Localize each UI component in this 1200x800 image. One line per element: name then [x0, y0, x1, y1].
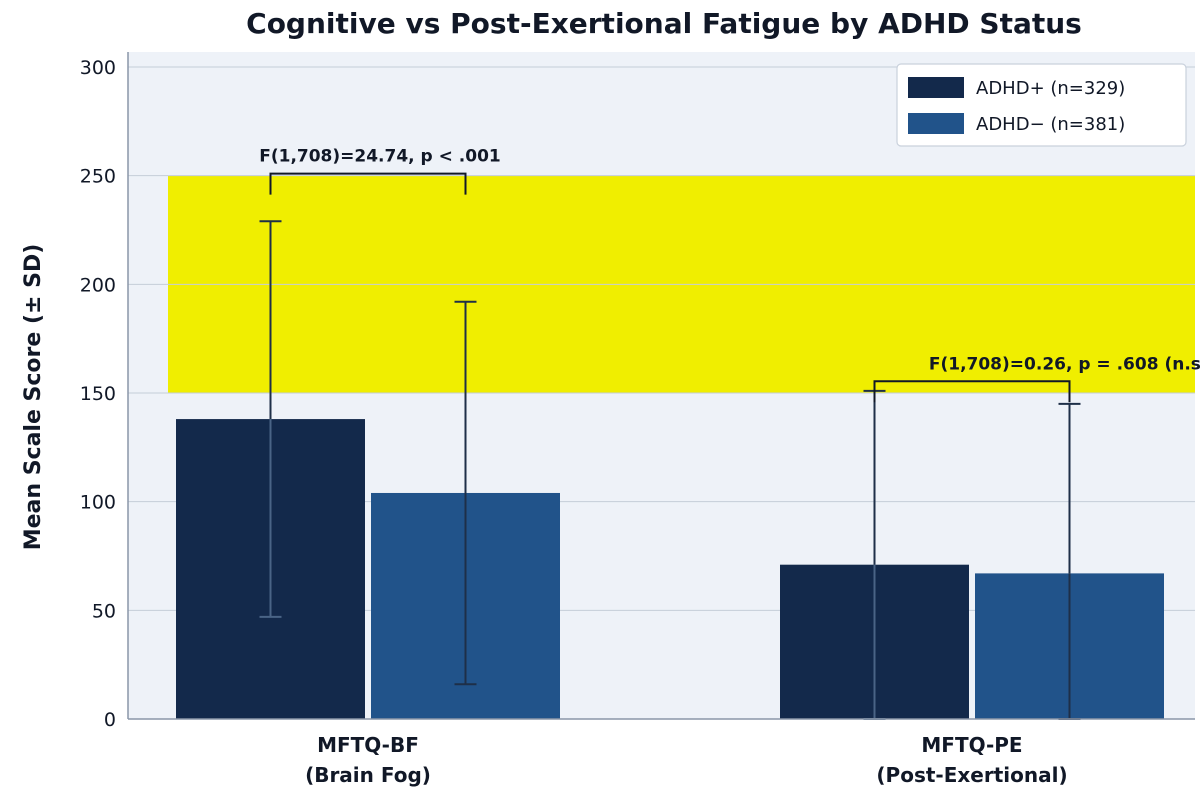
- y-tick-label: 200: [80, 274, 116, 296]
- y-tick-label: 150: [80, 383, 116, 405]
- x-tick-label: (Post-Exertional): [876, 763, 1067, 787]
- legend: ADHD+ (n=329) ADHD− (n=381): [896, 63, 1187, 147]
- legend-label: ADHD− (n=381): [976, 114, 1125, 135]
- legend-label: ADHD+ (n=329): [976, 78, 1125, 99]
- chart-title: Cognitive vs Post-Exertional Fatigue by …: [246, 7, 1082, 40]
- y-axis-label: Mean Scale Score (± SD): [21, 244, 46, 551]
- y-tick-label: 250: [80, 166, 116, 188]
- x-tick-label: MFTQ-BF: [317, 733, 419, 757]
- x-tick-label: (Brain Fog): [305, 763, 431, 787]
- y-tick-label: 100: [80, 492, 116, 514]
- y-tick-label: 300: [80, 57, 116, 79]
- x-tick-label: MFTQ-PE: [921, 733, 1022, 757]
- significance-bracket: [873, 380, 1071, 403]
- significance-bracket: [269, 172, 467, 195]
- y-tick-label: 50: [92, 600, 116, 622]
- significance-label: F(1,708)=0.26, p = .608 (n.s.): [929, 354, 1200, 374]
- y-tick-label: 0: [104, 709, 116, 731]
- legend-swatch: [908, 113, 964, 134]
- legend-swatch: [908, 77, 964, 98]
- significance-label: F(1,708)=24.74, p < .001: [259, 147, 501, 167]
- legend-box: [896, 63, 1187, 147]
